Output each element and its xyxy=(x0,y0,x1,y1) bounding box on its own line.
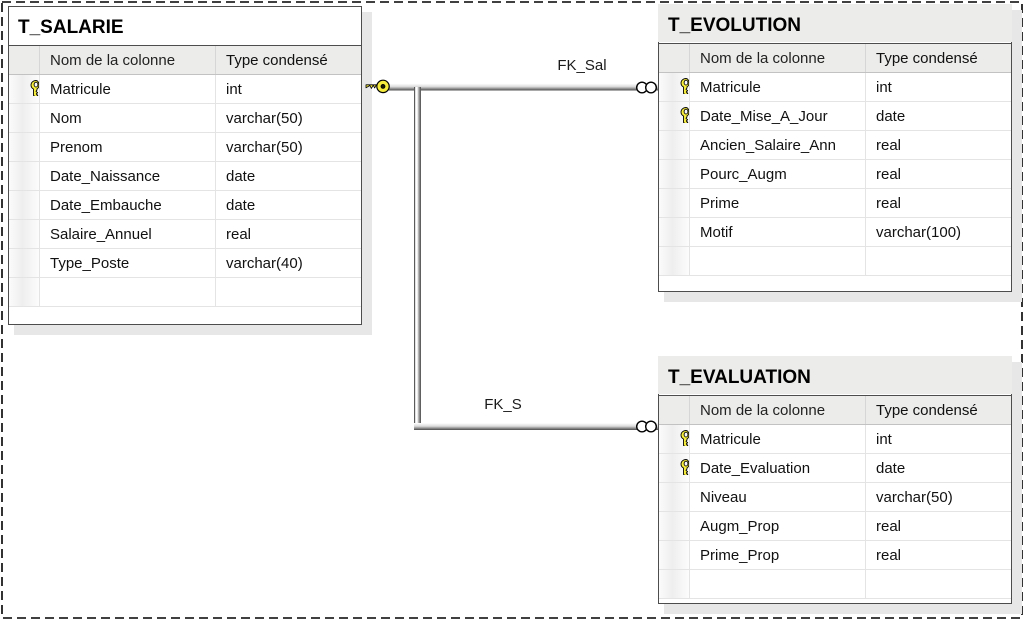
svg-text:FK_Sal: FK_Sal xyxy=(557,57,606,74)
svg-text:FK_S: FK_S xyxy=(484,396,522,413)
